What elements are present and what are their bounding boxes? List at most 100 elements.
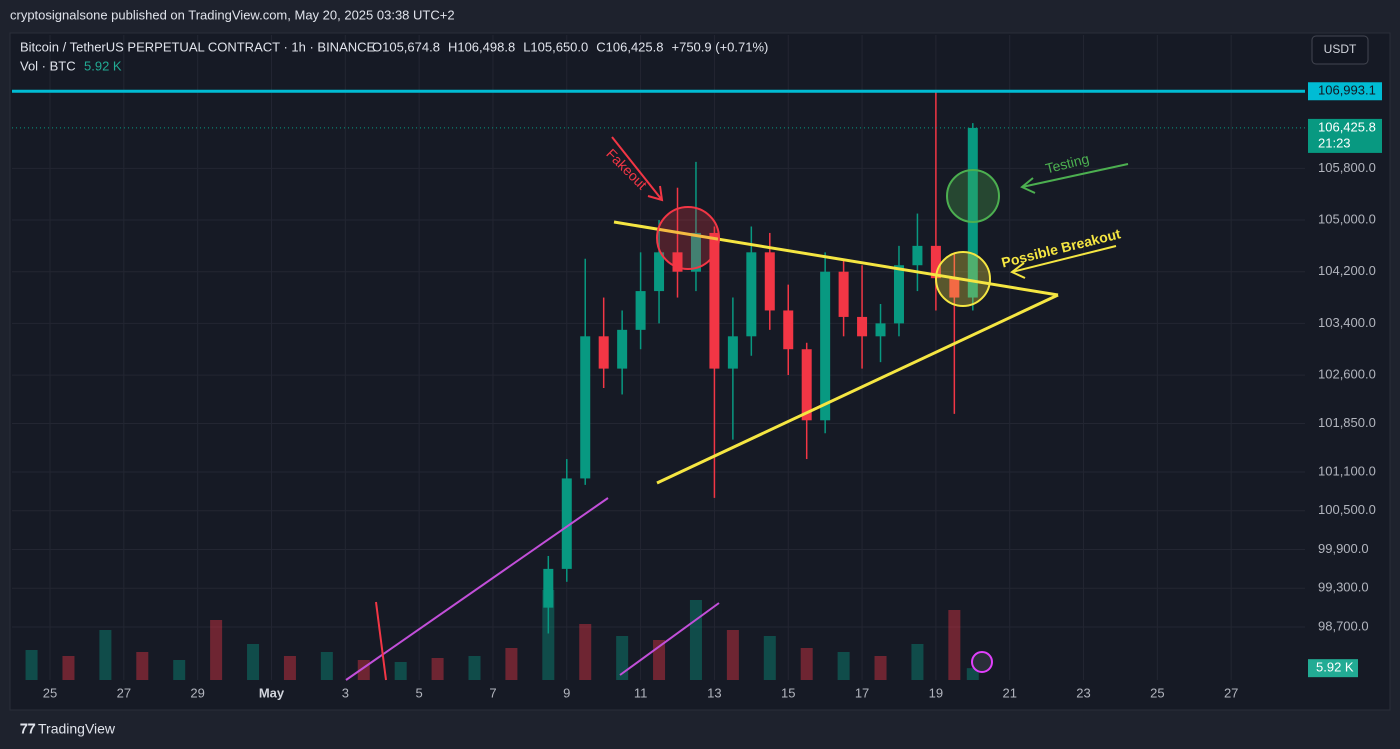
volume-bar — [726, 630, 739, 680]
volume-bar — [431, 658, 444, 680]
last-price-label: 106,425.8 — [1318, 119, 1376, 134]
candle-body — [820, 271, 831, 421]
volume-bar — [874, 656, 887, 680]
x-tick-label: 11 — [634, 685, 648, 700]
volume-bar — [542, 590, 555, 680]
x-tick-label: 29 — [190, 685, 204, 700]
candle-body — [838, 271, 849, 317]
volume-bar — [837, 652, 850, 680]
ohlc-item: O105,674.8 — [372, 39, 440, 54]
candle-body — [598, 336, 609, 369]
fakeout-circle — [656, 206, 720, 270]
volume-value: 5.92 K — [84, 58, 122, 73]
volume-label: 5.92 K — [1316, 660, 1354, 675]
candle-body — [875, 323, 886, 337]
arrow-head — [647, 185, 664, 202]
y-tick-label: 99,300.0 — [1318, 580, 1369, 595]
candle-body — [949, 278, 960, 298]
volume-bar — [394, 662, 407, 680]
candle-body — [967, 127, 978, 298]
countdown: 21:23 — [1318, 135, 1351, 150]
volume-bar — [210, 620, 223, 680]
volume-bar — [763, 636, 776, 680]
alert-icon[interactable] — [971, 651, 993, 673]
x-tick-label: 19 — [929, 685, 943, 700]
last-price-box — [1308, 118, 1382, 153]
testing-arrow — [1021, 163, 1129, 188]
tv-logo: 𝟕𝟕 — [20, 721, 36, 737]
volume-bar — [505, 648, 518, 680]
candle-body — [580, 336, 591, 479]
triangle-lower — [656, 293, 1059, 485]
chart-panel — [9, 32, 1391, 711]
candle-body — [764, 252, 775, 311]
x-tick-label: 5 — [416, 685, 423, 700]
breakout-circle — [935, 251, 991, 307]
ohlc-item: C106,425.8 — [596, 39, 663, 54]
x-tick-label: 7 — [489, 685, 496, 700]
y-tick-label: 103,400.0 — [1318, 315, 1376, 330]
y-tick-label: 105,800.0 — [1318, 160, 1376, 175]
fakeout-arrow — [611, 136, 663, 201]
y-tick-label: 104,200.0 — [1318, 263, 1376, 278]
y-tick-label: 100,500.0 — [1318, 502, 1376, 517]
volume-bar — [966, 668, 979, 680]
candle-body — [635, 291, 646, 330]
x-tick-label: 17 — [855, 685, 869, 700]
volume-bar — [468, 656, 481, 680]
volume-bar — [948, 610, 961, 680]
x-tick-label: 21 — [1002, 685, 1016, 700]
candle-body — [801, 349, 812, 421]
volume-bar — [800, 648, 813, 680]
trend-line — [619, 602, 720, 676]
ohlc-legend: O105,674.8 H106,498.8 L105,650.0 C106,425.8… — [372, 39, 768, 54]
x-tick-label: 13 — [707, 685, 721, 700]
candle-body — [709, 232, 720, 369]
x-tick-label: 27 — [117, 685, 131, 700]
currency-button[interactable] — [1311, 35, 1369, 65]
x-tick-label: 3 — [342, 685, 349, 700]
y-tick-label: 101,100.0 — [1318, 463, 1376, 478]
candle-body — [617, 329, 628, 369]
volume-bar — [25, 650, 38, 680]
candle-body — [690, 232, 701, 272]
volume-label-box — [1308, 659, 1358, 678]
candle-body — [893, 265, 904, 324]
x-tick-label: 9 — [563, 685, 570, 700]
volume-bar — [320, 652, 333, 680]
level-label-box — [1308, 82, 1382, 101]
trend-line — [345, 497, 609, 681]
candle-body — [783, 310, 794, 350]
plot: 105,800.0 105,000.0 104,200.0 103,400.0 102,… — [12, 82, 1382, 700]
volume-bar — [689, 600, 702, 680]
volume-bar — [616, 636, 629, 680]
y-tick-label: 102,600.0 — [1318, 367, 1376, 382]
ohlc-item: H106,498.8 — [448, 39, 515, 54]
candle-body — [930, 245, 941, 279]
testing-circle — [946, 169, 1000, 223]
x-tick-label: May — [259, 685, 285, 700]
volume-bar — [579, 624, 592, 680]
candle-body — [543, 568, 554, 608]
x-tick-label: 25 — [1150, 685, 1164, 700]
y-tick-label: 105,000.0 — [1318, 211, 1376, 226]
volume-bar — [283, 656, 296, 680]
candle-body — [654, 252, 665, 292]
x-tick-label: 15 — [781, 685, 795, 700]
currency[interactable]: USDT — [1324, 42, 1357, 56]
candle-body — [857, 316, 868, 337]
triangle-upper — [613, 220, 1059, 297]
y-tick-label: 99,900.0 — [1318, 541, 1369, 556]
arrow-head — [1020, 177, 1036, 194]
volume-bar — [247, 644, 260, 680]
x-tick-label: 27 — [1224, 685, 1238, 700]
volume-bar — [62, 656, 75, 680]
published-line: cryptosignalsone published on TradingVie… — [10, 7, 455, 22]
volume-bar — [99, 630, 112, 680]
volume-title: Vol · BTC — [20, 58, 76, 73]
candle-body — [727, 336, 738, 369]
ohlc-item: L105,650.0 — [523, 39, 588, 54]
marker-line — [375, 601, 387, 681]
level-label: 106,993.1 — [1318, 83, 1376, 98]
y-tick-label: 98,700.0 — [1318, 618, 1369, 633]
